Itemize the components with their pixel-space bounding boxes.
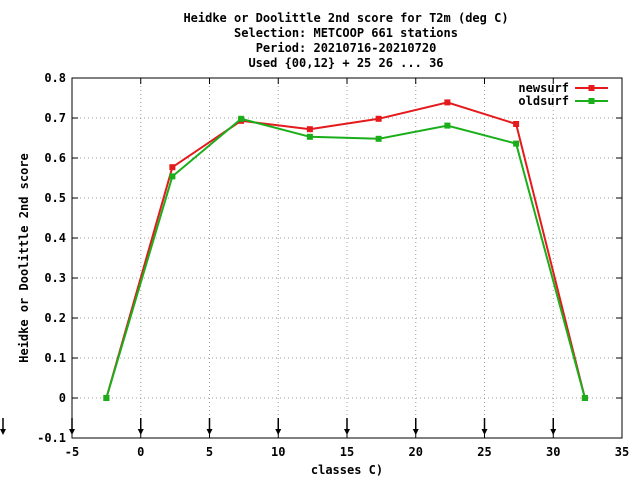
y-tick-label: 0.7 — [44, 111, 66, 125]
title-line: Period: 20210716-20210720 — [256, 41, 437, 55]
x-tick-label: 15 — [340, 445, 354, 459]
x-tick-label: 0 — [137, 445, 144, 459]
data-point-newsurf — [306, 126, 313, 133]
data-point-oldsurf — [444, 122, 451, 129]
data-point-oldsurf — [581, 395, 588, 401]
grid — [72, 78, 622, 438]
arrow-marker — [69, 418, 75, 435]
series-group — [103, 99, 588, 401]
y-tick-label: 0 — [59, 391, 66, 405]
arrow-marker — [0, 418, 6, 435]
data-point-oldsurf — [103, 395, 110, 401]
data-point-oldsurf — [169, 173, 176, 180]
arrow-marker — [412, 418, 419, 435]
title-line: Used {00,12} + 25 26 ... 36 — [248, 56, 443, 70]
legend-label: oldsurf — [518, 94, 569, 108]
arrow-marker — [137, 418, 144, 435]
data-point-newsurf — [444, 99, 451, 106]
data-point-oldsurf — [375, 135, 382, 142]
y-tick-label: 0.3 — [44, 271, 66, 285]
x-tick-label: -5 — [65, 445, 79, 459]
data-point-newsurf — [513, 121, 520, 127]
x-axis-label: classes C) — [311, 463, 383, 477]
arrow-marker — [275, 418, 282, 435]
data-point-oldsurf — [306, 133, 313, 140]
legend-marker — [588, 98, 595, 104]
arrow-marker — [206, 418, 213, 435]
y-tick-label: 0.5 — [44, 191, 66, 205]
arrow-marker — [550, 418, 557, 435]
y-tick-label: 0.4 — [44, 231, 66, 245]
x-tick-label: 5 — [206, 445, 213, 459]
y-tick-label: -0.1 — [37, 431, 66, 445]
x-tick-label: 35 — [615, 445, 629, 459]
arrow-marker — [481, 418, 488, 435]
title-line: Selection: METCOOP 661 stations — [234, 26, 458, 40]
y-axis-label: Heidke or Doolittle 2nd score — [17, 153, 31, 363]
data-point-oldsurf — [238, 115, 245, 122]
legend-marker — [588, 85, 595, 91]
series-line-newsurf — [105, 101, 586, 399]
y-tick-label: 0.6 — [44, 151, 66, 165]
x-tick-label: 30 — [546, 445, 560, 459]
y-tick-label: 0.2 — [44, 311, 66, 325]
y-axis: -0.1 0 0.1 0.2 0.3 0.4 0.5 0.6 0.7 0.8 — [37, 71, 622, 445]
data-point-newsurf — [169, 164, 176, 171]
title-line: Heidke or Doolittle 2nd score for T2m (d… — [183, 11, 508, 25]
legend-label: newsurf — [518, 81, 569, 95]
data-point-oldsurf — [513, 140, 520, 147]
y-tick-label: 0.8 — [44, 71, 66, 85]
x-axis: -5 0 5 10 15 20 25 30 35 — [65, 78, 629, 459]
x-tick-label: 25 — [477, 445, 491, 459]
data-point-newsurf — [375, 115, 382, 122]
arrow-markers — [0, 418, 557, 435]
series-line-oldsurf — [105, 117, 586, 399]
chart-title: Heidke or Doolittle 2nd score for T2m (d… — [183, 11, 508, 70]
x-tick-label: 20 — [409, 445, 423, 459]
x-tick-label: 10 — [271, 445, 285, 459]
y-tick-label: 0.1 — [44, 351, 66, 365]
arrow-marker — [344, 418, 350, 435]
